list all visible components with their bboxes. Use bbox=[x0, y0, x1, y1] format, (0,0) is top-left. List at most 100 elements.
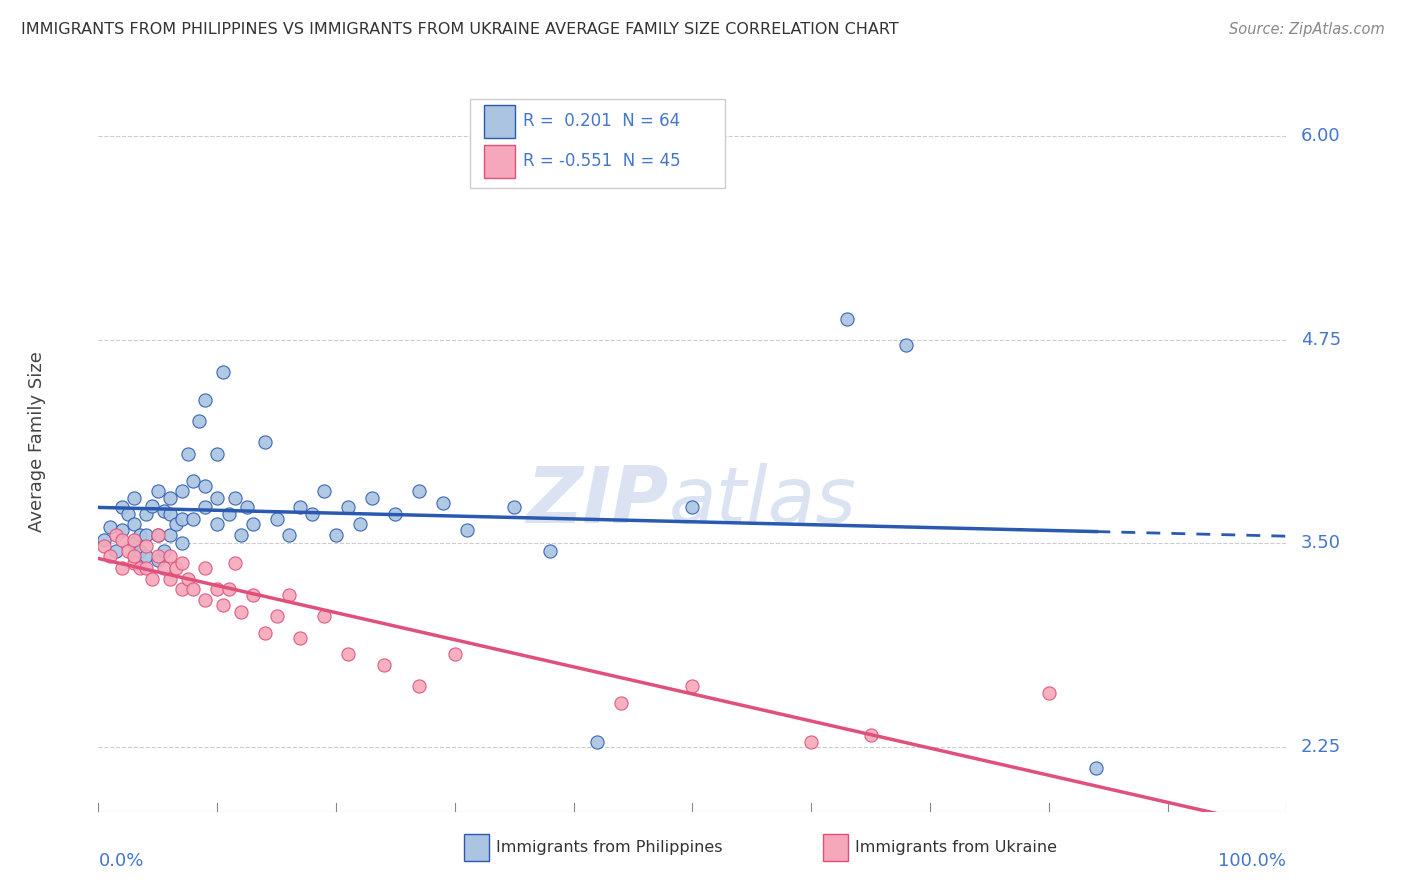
Point bbox=[170, 536, 193, 550]
Point bbox=[194, 560, 217, 574]
Point bbox=[277, 588, 299, 602]
Point bbox=[290, 631, 312, 645]
Point bbox=[159, 491, 181, 505]
Point bbox=[93, 540, 115, 554]
Point bbox=[408, 680, 430, 694]
Point bbox=[111, 500, 134, 515]
Point bbox=[117, 507, 139, 521]
Point bbox=[122, 536, 145, 550]
Point bbox=[207, 447, 229, 461]
Point bbox=[336, 500, 359, 515]
Point bbox=[176, 572, 198, 586]
Point bbox=[122, 516, 145, 531]
Text: Source: ZipAtlas.com: Source: ZipAtlas.com bbox=[1229, 22, 1385, 37]
Point bbox=[681, 500, 703, 515]
Point bbox=[146, 484, 169, 499]
Point bbox=[800, 735, 823, 749]
Point bbox=[224, 491, 246, 505]
Text: atlas: atlas bbox=[669, 463, 856, 539]
Point bbox=[129, 560, 152, 574]
Point bbox=[194, 479, 217, 493]
Point bbox=[242, 516, 264, 531]
Text: ZIP: ZIP bbox=[526, 463, 669, 539]
Point bbox=[111, 523, 134, 537]
Point bbox=[194, 392, 217, 407]
Point bbox=[141, 572, 163, 586]
Point bbox=[212, 598, 235, 612]
Point bbox=[146, 552, 169, 566]
Point bbox=[146, 528, 169, 542]
Point bbox=[122, 491, 145, 505]
Point bbox=[218, 582, 240, 596]
Point bbox=[1038, 686, 1060, 700]
Point bbox=[859, 728, 882, 742]
Point bbox=[98, 549, 121, 564]
Point bbox=[349, 516, 371, 531]
Text: Immigrants from Philippines: Immigrants from Philippines bbox=[496, 840, 723, 855]
Point bbox=[253, 435, 276, 450]
Point bbox=[135, 560, 157, 574]
Point bbox=[105, 528, 128, 542]
Point bbox=[105, 544, 128, 558]
Point bbox=[111, 560, 134, 574]
Point bbox=[122, 549, 145, 564]
Point bbox=[98, 520, 121, 534]
Text: IMMIGRANTS FROM PHILIPPINES VS IMMIGRANTS FROM UKRAINE AVERAGE FAMILY SIZE CORRE: IMMIGRANTS FROM PHILIPPINES VS IMMIGRANT… bbox=[21, 22, 898, 37]
Point bbox=[1085, 761, 1108, 775]
Text: 2.25: 2.25 bbox=[1301, 738, 1341, 756]
Point bbox=[290, 500, 312, 515]
Point bbox=[212, 365, 235, 379]
Point bbox=[456, 523, 478, 537]
Point bbox=[896, 337, 918, 351]
Point bbox=[152, 544, 174, 558]
Point bbox=[129, 544, 152, 558]
Text: R = -0.551  N = 45: R = -0.551 N = 45 bbox=[523, 153, 681, 170]
Point bbox=[183, 475, 205, 489]
Point bbox=[170, 582, 193, 596]
Point bbox=[183, 582, 205, 596]
Point bbox=[224, 556, 246, 570]
Point bbox=[135, 507, 157, 521]
Point bbox=[122, 533, 145, 547]
Point bbox=[146, 549, 169, 564]
Point bbox=[135, 540, 157, 554]
Point bbox=[159, 572, 181, 586]
Point bbox=[314, 484, 336, 499]
Point bbox=[146, 528, 169, 542]
Point bbox=[336, 647, 359, 661]
Point bbox=[183, 512, 205, 526]
Point bbox=[373, 658, 395, 673]
Text: 100.0%: 100.0% bbox=[1219, 853, 1286, 871]
Point bbox=[93, 533, 115, 547]
Point bbox=[207, 491, 229, 505]
Point bbox=[229, 528, 252, 542]
Point bbox=[432, 495, 454, 509]
Point bbox=[236, 500, 259, 515]
Text: R =  0.201  N = 64: R = 0.201 N = 64 bbox=[523, 112, 681, 130]
Point bbox=[314, 609, 336, 624]
Point bbox=[176, 447, 198, 461]
Point bbox=[586, 735, 609, 749]
Point bbox=[266, 609, 288, 624]
Point bbox=[188, 414, 211, 428]
Point bbox=[325, 528, 347, 542]
Point bbox=[207, 582, 229, 596]
Point bbox=[384, 507, 406, 521]
Point bbox=[681, 680, 703, 694]
Point bbox=[242, 588, 264, 602]
Point bbox=[129, 528, 152, 542]
Point bbox=[610, 696, 633, 710]
Point bbox=[503, 500, 526, 515]
Point bbox=[194, 593, 217, 607]
Text: 3.50: 3.50 bbox=[1301, 534, 1341, 552]
Point bbox=[360, 491, 382, 505]
Point bbox=[170, 556, 193, 570]
Point bbox=[538, 544, 561, 558]
Point bbox=[159, 528, 181, 542]
Point bbox=[152, 504, 174, 518]
Point bbox=[159, 549, 181, 564]
Point bbox=[165, 516, 187, 531]
Point bbox=[207, 516, 229, 531]
Point bbox=[170, 484, 193, 499]
Point bbox=[218, 507, 240, 521]
